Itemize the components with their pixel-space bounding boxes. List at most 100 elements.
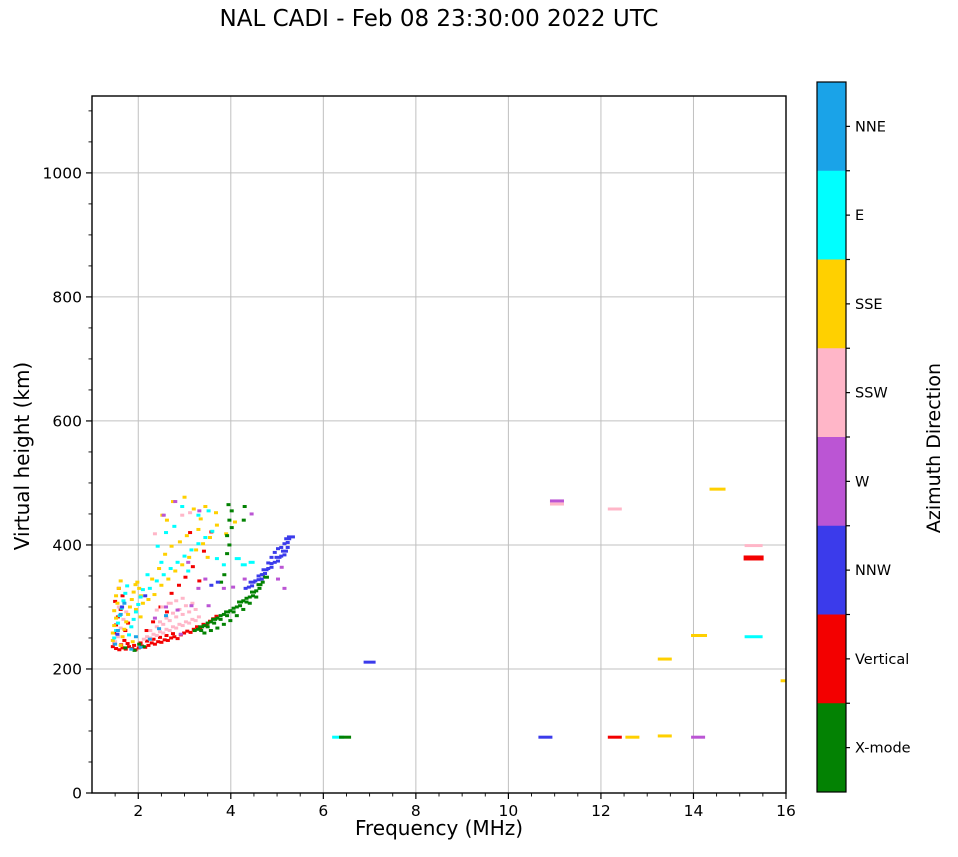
data-point-Vertical <box>190 565 195 569</box>
data-point-NNW <box>209 583 214 587</box>
data-point-NNW <box>256 578 261 582</box>
data-point-NNE <box>164 614 169 618</box>
data-point-Vertical <box>125 642 130 646</box>
x-tick-label: 2 <box>133 802 143 820</box>
data-point-SSW <box>187 621 192 625</box>
data-point-NNW <box>243 586 248 590</box>
data-point-SSE <box>166 577 171 581</box>
data-point-SSE <box>129 598 134 602</box>
data-point-E <box>138 595 143 599</box>
data-point-SSE <box>140 601 145 605</box>
data-point-NNE <box>118 612 123 616</box>
x-axis-label: Frequency (MHz) <box>354 816 524 840</box>
data-point-NNW <box>259 577 264 581</box>
data-point-SSE <box>131 590 136 594</box>
data-point-SSW <box>188 511 193 515</box>
data-point-W <box>691 735 706 739</box>
data-point-NNE <box>122 601 127 605</box>
data-point-W <box>231 585 236 589</box>
data-point-Vertical <box>169 636 174 640</box>
data-point-W <box>175 608 180 612</box>
data-point-NNW <box>363 660 376 664</box>
data-point-NNW <box>248 580 256 584</box>
data-point-NNW <box>274 555 282 559</box>
data-point-NNW <box>253 579 258 583</box>
data-point-X-mode <box>208 620 213 624</box>
data-point-X-mode <box>202 631 207 635</box>
chart-title: NAL CADI - Feb 08 23:30:00 2022 UTC <box>219 6 659 32</box>
data-point-SSW <box>180 612 185 616</box>
data-point-SSW <box>607 507 622 511</box>
data-point-Vertical <box>176 583 181 587</box>
data-point-W <box>275 577 280 581</box>
data-point-Vertical <box>607 735 622 739</box>
data-point-SSW <box>124 610 129 614</box>
data-point-Vertical <box>188 531 193 535</box>
data-point-SSW <box>174 599 179 603</box>
gridlines <box>92 96 787 793</box>
data-point-X-mode <box>254 595 259 599</box>
data-point-SSE <box>170 500 175 504</box>
data-point-SSE <box>203 505 208 509</box>
data-point-E <box>125 584 130 588</box>
colorbar-label-X-mode: X-mode <box>855 741 911 757</box>
data-point-NNW <box>261 568 269 572</box>
data-point-SSW <box>151 632 156 636</box>
data-point-SSE <box>118 579 123 583</box>
data-point-Vertical <box>172 635 177 639</box>
data-point-SSE <box>115 601 120 605</box>
data-point-X-mode <box>208 629 213 633</box>
colorbar-label-SSW: SSW <box>855 386 888 402</box>
data-point-Vertical <box>201 549 206 553</box>
data-point-X-mode <box>192 629 197 633</box>
data-point-NNE <box>157 627 162 631</box>
data-point-SSW <box>118 626 123 630</box>
data-point-E <box>131 617 136 621</box>
data-point-X-mode <box>225 614 230 618</box>
data-point-SSW <box>180 596 185 600</box>
data-point-SSE <box>126 612 131 616</box>
data-point-Vertical <box>132 643 137 647</box>
data-point-Vertical <box>175 637 180 641</box>
data-point-SSE <box>112 609 117 613</box>
data-point-E <box>159 560 164 564</box>
data-point-SSE <box>205 555 210 559</box>
data-point-E <box>240 563 247 567</box>
data-point-W <box>173 500 178 504</box>
data-point-SSE <box>184 534 189 538</box>
data-point-X-mode <box>224 610 231 614</box>
data-point-E <box>140 588 145 592</box>
data-point-SSW <box>167 619 172 623</box>
data-point-SSE <box>625 735 640 739</box>
colorbar-label-NNE: NNE <box>855 119 886 135</box>
data-point-X-mode <box>215 616 220 620</box>
data-point-SSE <box>224 532 229 536</box>
data-point-NNW <box>285 540 290 544</box>
data-point-X-mode <box>231 610 236 614</box>
x-tick-label: 4 <box>226 802 236 820</box>
data-point-X-mode <box>221 612 226 616</box>
data-point-X-mode <box>229 526 234 530</box>
data-point-W <box>164 605 169 609</box>
data-point-Vertical <box>145 639 150 643</box>
x-tick-label: 14 <box>684 802 704 820</box>
data-point-E <box>172 524 177 528</box>
data-point-NNW <box>284 537 292 541</box>
data-point-X-mode <box>238 604 243 608</box>
data-point-Vertical <box>164 633 169 637</box>
data-point-SSE <box>196 527 201 531</box>
data-point-SSE <box>122 627 127 631</box>
data-point-SSE <box>120 635 125 639</box>
data-point-X-mode <box>234 614 239 618</box>
data-point-E <box>196 542 201 546</box>
data-point-SSE <box>118 643 123 647</box>
data-point-Vertical <box>151 620 156 624</box>
data-point-SSW <box>154 625 159 629</box>
data-point-X-mode <box>219 580 224 584</box>
data-point-Vertical <box>214 614 219 618</box>
data-point-SSE <box>163 552 168 556</box>
data-point-X-mode <box>123 646 128 650</box>
data-point-SSW <box>116 605 121 609</box>
data-point-Vertical <box>120 646 125 650</box>
data-point-SSW <box>113 640 118 644</box>
